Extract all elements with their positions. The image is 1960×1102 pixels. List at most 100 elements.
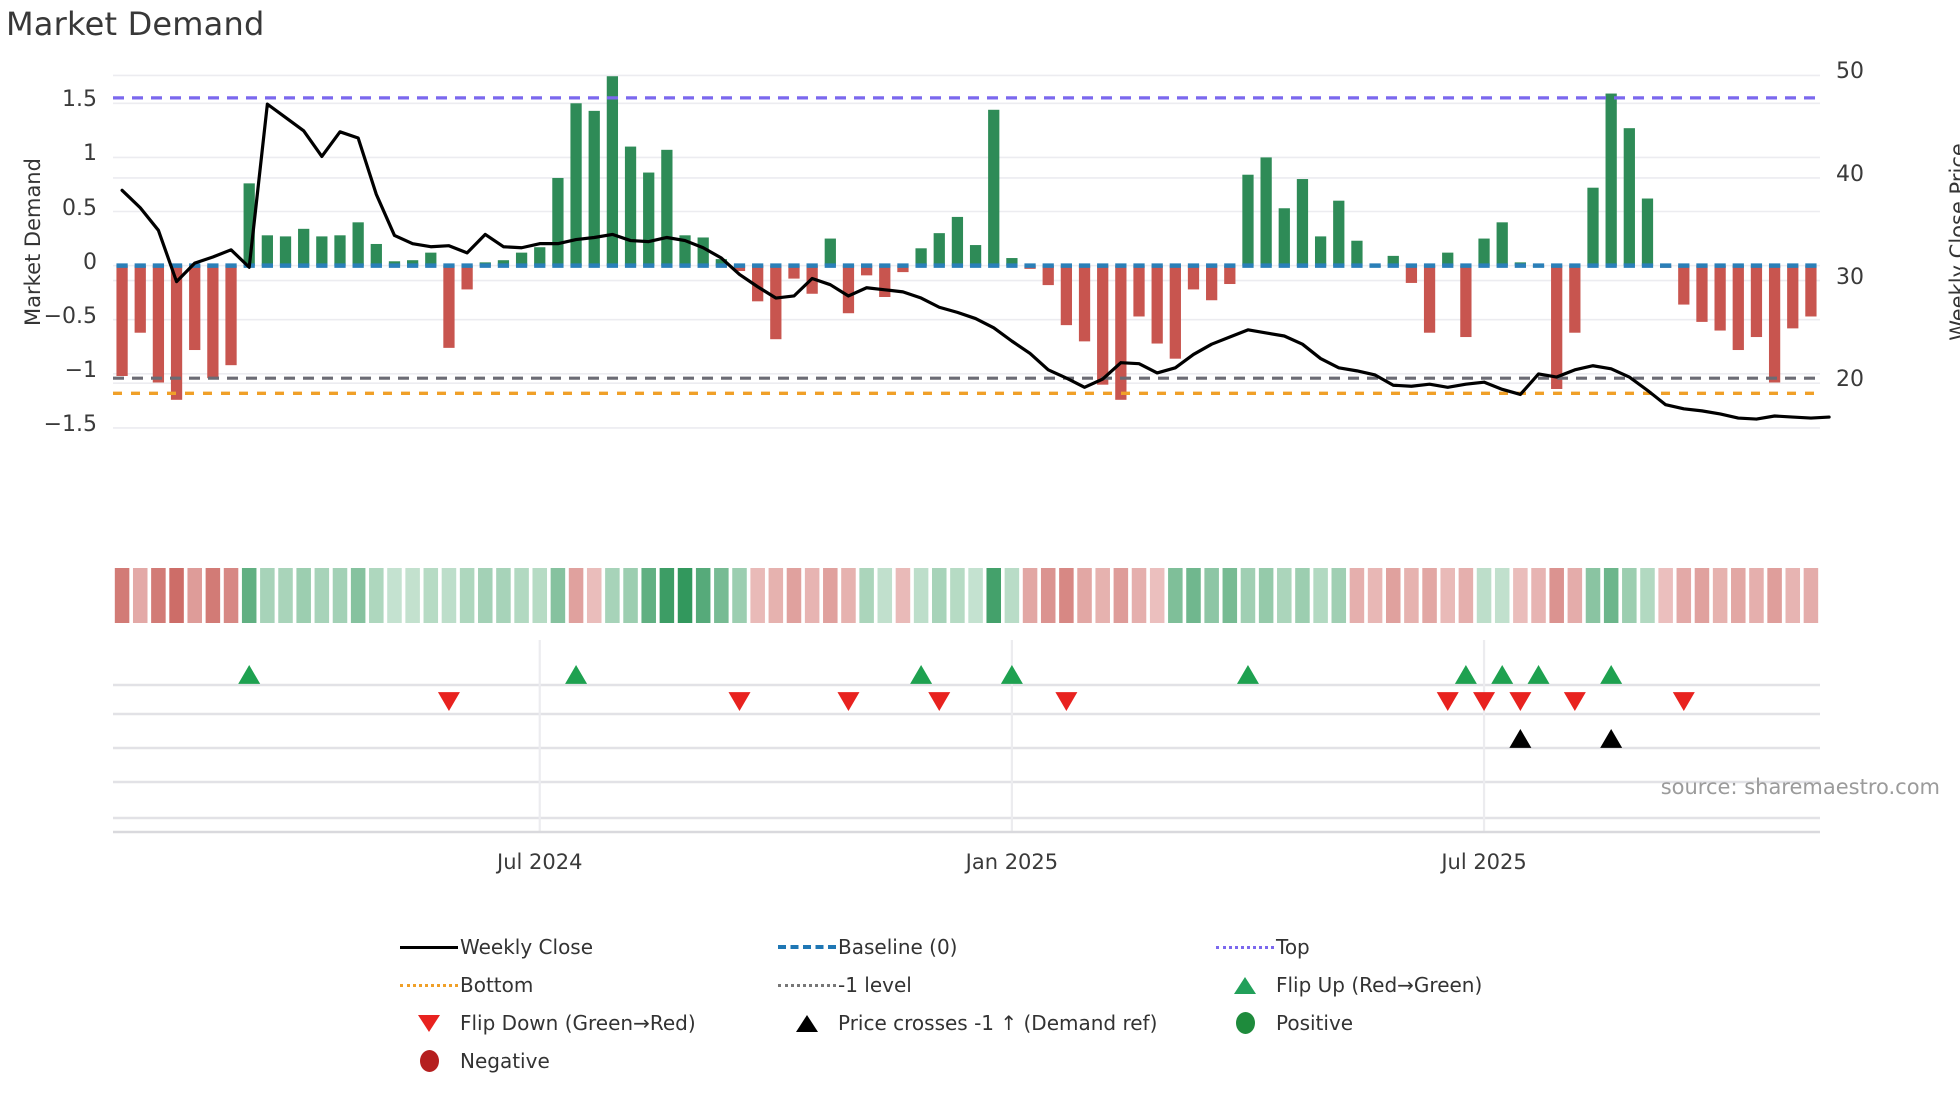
heat-cell <box>514 568 529 623</box>
heat-cell <box>205 568 221 623</box>
heat-cell <box>423 568 439 623</box>
heat-cell <box>1040 568 1056 623</box>
flip-down-marker <box>1473 692 1496 711</box>
demand-bar <box>1460 265 1472 338</box>
heat-cell <box>369 568 384 623</box>
demand-bar <box>1278 208 1290 266</box>
heat-cell <box>1131 568 1147 623</box>
demand-bar <box>461 265 473 290</box>
heat-cell <box>786 568 802 623</box>
heat-cell <box>1095 568 1110 623</box>
demand-bar <box>661 149 673 266</box>
demand-bar <box>697 237 709 266</box>
legend-label: -1 level <box>838 973 912 997</box>
flip-up-marker <box>1236 665 1259 684</box>
demand-bar <box>1787 265 1799 329</box>
demand-bar <box>788 265 800 279</box>
heat-cell <box>459 568 475 623</box>
legend-item[interactable]: Flip Down (Green→Red) <box>398 1004 758 1042</box>
heat-cell <box>859 568 874 623</box>
heat-cell <box>605 568 620 623</box>
flip-up-marker <box>1600 665 1623 684</box>
price-cross-marker <box>1600 729 1623 748</box>
demand-bar <box>298 228 310 266</box>
heat-cell <box>1367 568 1383 623</box>
heat-cell <box>132 568 148 623</box>
legend-item[interactable]: Price crosses -1 ↑ (Demand ref) <box>776 1004 1196 1042</box>
heat-cell <box>169 568 184 623</box>
demand-bar <box>643 172 655 266</box>
demand-bar <box>606 76 619 266</box>
heat-cell <box>441 568 457 623</box>
legend-label: Negative <box>460 1049 550 1073</box>
demand-bar <box>352 222 364 266</box>
y-tick-left: −0.5 <box>43 303 97 329</box>
demand-bar <box>152 265 165 383</box>
heat-cell <box>1331 568 1347 623</box>
flip-up-marker <box>565 665 588 684</box>
demand-bar <box>915 248 927 266</box>
heat-cell <box>478 568 493 623</box>
legend-label: Price crosses -1 ↑ (Demand ref) <box>838 1011 1158 1035</box>
legend-item[interactable]: Baseline (0) <box>776 928 1196 966</box>
demand-bar <box>1260 157 1272 266</box>
heat-cell <box>278 568 293 623</box>
demand-bar <box>824 238 836 266</box>
legend-label: Top <box>1276 935 1310 959</box>
demand-bar <box>1206 265 1218 301</box>
legend-item[interactable]: Weekly Close <box>398 928 758 966</box>
red-circle-icon <box>398 1050 460 1072</box>
heat-cell <box>841 568 856 623</box>
demand-bar <box>842 265 855 314</box>
heat-cell <box>387 568 402 623</box>
dotted-gray-line-icon <box>776 975 838 995</box>
heat-cell <box>1240 568 1256 623</box>
legend-item[interactable]: Top <box>1214 928 1614 966</box>
demand-bar <box>261 235 273 266</box>
demand-bar <box>860 265 873 276</box>
legend-item[interactable]: Negative <box>398 1042 758 1080</box>
heat-cell <box>1803 568 1819 623</box>
heat-cell <box>823 568 838 623</box>
heat-cell <box>1712 568 1728 623</box>
demand-bar <box>425 252 437 266</box>
flip-down-marker <box>837 692 860 711</box>
legend-item[interactable]: Flip Up (Red→Green) <box>1214 966 1614 1004</box>
y-tick-right: 40 <box>1836 161 1864 187</box>
demand-bar <box>1805 265 1817 317</box>
heat-cell <box>114 568 130 623</box>
y-tick-right: 30 <box>1836 264 1864 290</box>
heat-cell <box>1494 568 1510 623</box>
dotted-purple-line-icon <box>1214 937 1276 957</box>
legend-label: Flip Up (Red→Green) <box>1276 973 1483 997</box>
heat-cell <box>913 568 929 623</box>
legend-item[interactable]: -1 level <box>776 966 1196 1004</box>
demand-bar <box>170 265 183 400</box>
demand-bar <box>1351 240 1363 266</box>
demand-bar <box>1078 265 1091 342</box>
dashed-blue-line-icon <box>776 937 838 957</box>
demand-bar <box>134 265 146 333</box>
heat-cell <box>1295 568 1310 623</box>
legend-item[interactable]: Positive <box>1214 1004 1614 1042</box>
heat-cell <box>1585 568 1601 623</box>
heat-cell <box>187 568 202 623</box>
heat-cell <box>1258 568 1274 623</box>
flip-up-marker <box>238 665 261 684</box>
y-axis-right-label: Weekly Close Price <box>1946 143 1960 341</box>
x-tick: Jan 2025 <box>965 850 1059 874</box>
demand-bar <box>207 265 219 379</box>
flip-up-marker <box>910 665 933 684</box>
legend-item[interactable]: Bottom <box>398 966 758 1004</box>
demand-bar <box>1569 265 1581 333</box>
demand-bar <box>1750 265 1763 338</box>
demand-bars <box>116 76 1817 400</box>
demand-bar <box>1387 255 1399 266</box>
demand-bar <box>679 235 691 266</box>
heat-cell <box>1440 568 1455 623</box>
heat-cell <box>1549 568 1564 623</box>
heat-cell <box>623 568 638 623</box>
page-title: Market Demand <box>6 5 265 43</box>
dotted-orange-line-icon <box>398 975 460 995</box>
